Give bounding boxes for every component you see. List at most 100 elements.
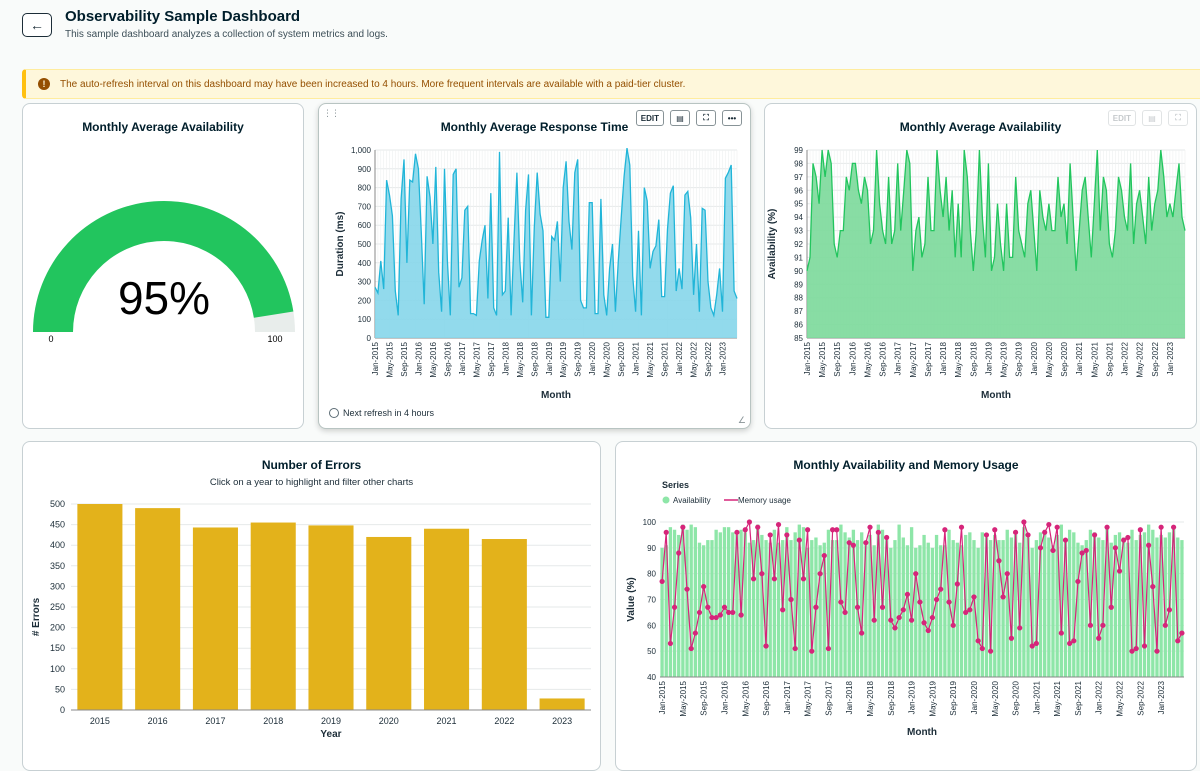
memory-point	[726, 609, 732, 616]
y-tick-label: 70	[647, 596, 656, 605]
availability-bar	[1105, 527, 1109, 677]
y-tick-label: 0	[367, 334, 372, 343]
memory-point	[1100, 622, 1106, 628]
availability-bar	[760, 534, 764, 677]
x-tick-label: Sep-2020	[1012, 680, 1021, 715]
gauge-card[interactable]: Monthly Average Availability 95% 0 100	[22, 103, 304, 429]
availability-bar	[830, 540, 835, 677]
memory-point	[1037, 545, 1044, 551]
availability-bar	[1076, 542, 1080, 677]
memory-point	[746, 519, 753, 525]
x-tick-label: Jan-2016	[414, 341, 423, 375]
x-tick-label: Sep-2017	[824, 680, 833, 715]
availability-bar	[1043, 529, 1047, 677]
x-tick-label: May-2022	[1136, 341, 1145, 377]
availability-bar	[922, 534, 926, 677]
availability-bar	[934, 534, 939, 677]
y-tick-label: 100	[643, 518, 657, 527]
availability-bar	[1171, 527, 1176, 677]
back-button[interactable]: ←	[22, 13, 52, 37]
memory-point	[996, 558, 1002, 564]
y-tick-label: 93	[794, 227, 803, 236]
availability-bar	[1097, 537, 1101, 677]
errors-title: Number of Errors	[261, 458, 362, 472]
memory-point	[892, 625, 898, 631]
legend-label-availability: Availability	[673, 496, 711, 505]
y-tick-label: 97	[794, 173, 803, 182]
y-tick-label: 300	[358, 278, 372, 287]
memory-point	[921, 620, 927, 626]
memory-point	[763, 643, 769, 649]
memory-point	[771, 576, 777, 582]
drag-handle-icon[interactable]: ⋮⋮	[323, 108, 340, 118]
x-tick-label: May-2020	[603, 341, 612, 377]
availability-bar	[801, 527, 806, 677]
x-tick-label: Sep-2021	[1074, 680, 1083, 715]
x-tick-label: 2019	[321, 716, 341, 726]
y-tick-label: 200	[50, 623, 65, 633]
availability-bar	[1063, 540, 1068, 677]
availability-bar	[789, 540, 793, 677]
y-tick-label: 90	[794, 267, 803, 276]
availability-bar	[1180, 540, 1184, 677]
x-tick-label: Sep-2020	[1060, 341, 1069, 376]
availability-card[interactable]: Monthly Average Availability EDIT ▤ ⛶ 85…	[764, 103, 1197, 429]
availability-bar	[1163, 537, 1167, 677]
memory-point	[825, 645, 832, 652]
errors-card[interactable]: Number of Errors Click on a year to high…	[22, 441, 601, 771]
x-tick-label: Jan-2020	[588, 341, 597, 375]
x-tick-label: Sep-2015	[833, 341, 842, 376]
y-tick-label: 150	[50, 643, 65, 653]
availability-bar	[909, 527, 914, 677]
availability-bar	[1059, 524, 1063, 677]
memory-point	[854, 604, 861, 610]
availability-bar	[835, 540, 839, 677]
fullscreen-button[interactable]: ⛶	[1168, 110, 1188, 126]
page-subtitle: This sample dashboard analyzes a collect…	[65, 29, 388, 40]
memory-point	[730, 609, 736, 616]
edit-button[interactable]: EDIT	[1107, 110, 1136, 126]
y-tick-label: 1,000	[351, 146, 372, 155]
memory-point	[734, 529, 740, 535]
availability-bar	[1080, 545, 1084, 677]
memory-point	[988, 648, 994, 654]
x-tick-label: Sep-2018	[530, 341, 539, 376]
memory-point	[1033, 640, 1039, 647]
chart-type-button[interactable]: ▤	[1142, 110, 1162, 126]
availability-bar	[972, 540, 976, 677]
memory-point	[750, 576, 757, 582]
response-time-card[interactable]: ⋮⋮ Monthly Average Response Time EDIT ▤ …	[318, 103, 751, 429]
combo-card[interactable]: Monthly Availability and Memory Usage Se…	[615, 441, 1197, 771]
chart-type-button[interactable]: ▤	[670, 110, 690, 126]
memory-point	[975, 638, 981, 644]
y-tick-label: 500	[50, 499, 65, 509]
x-tick-label: 2018	[263, 716, 283, 726]
memory-point	[1067, 640, 1073, 647]
memory-point	[1087, 622, 1094, 628]
y-tick-label: 400	[50, 540, 65, 550]
memory-point	[896, 614, 902, 621]
edit-button[interactable]: EDIT	[635, 110, 664, 126]
availability-bar	[668, 527, 673, 677]
memory-point	[1012, 529, 1019, 535]
memory-point	[1162, 622, 1168, 628]
more-button[interactable]: •••	[722, 110, 742, 126]
x-tick-label: Jan-2017	[458, 341, 467, 375]
availability-bar	[860, 532, 864, 677]
memory-point	[663, 529, 669, 535]
availability-bar	[776, 542, 781, 677]
x-tick-label: Jan-2018	[939, 341, 948, 375]
availability-bar	[714, 529, 718, 677]
memory-point	[696, 609, 703, 616]
memory-point	[784, 532, 790, 538]
resize-handle-icon[interactable]: ∠	[737, 415, 746, 425]
y-tick-label: 100	[358, 315, 372, 324]
memory-point	[1137, 527, 1143, 533]
fullscreen-button[interactable]: ⛶	[696, 110, 716, 126]
memory-point	[1062, 537, 1069, 543]
y-axis-title: Availability (%)	[767, 209, 778, 280]
x-tick-label: May-2017	[804, 680, 813, 716]
x-tick-label: Sep-2019	[574, 341, 583, 376]
memory-point	[929, 614, 935, 621]
x-tick-label: Jan-2021	[632, 341, 641, 375]
